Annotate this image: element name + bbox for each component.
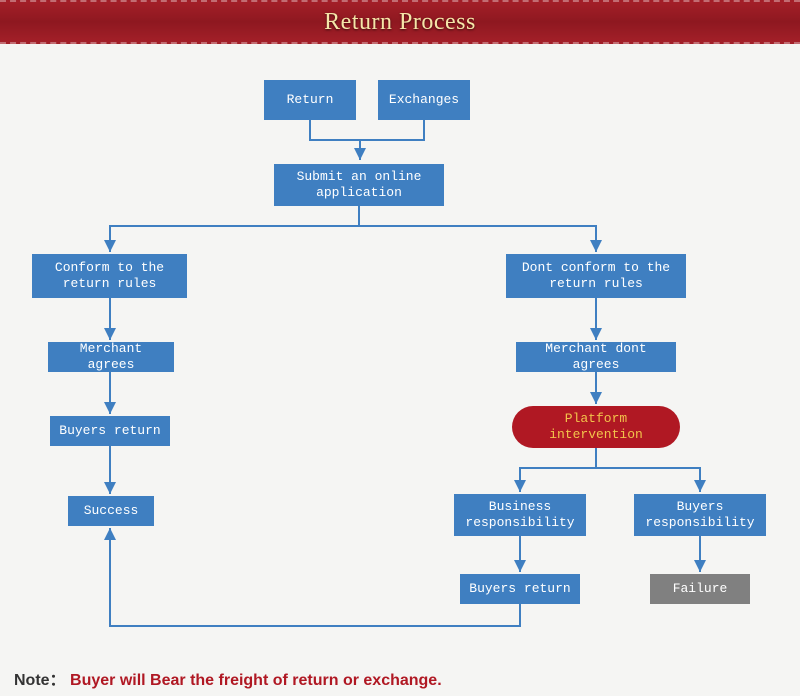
node-merch_not: Merchant dont agrees (516, 342, 676, 372)
node-platform: Platform intervention (512, 406, 680, 448)
edge-platform-buyer_resp (596, 468, 700, 492)
flowchart-canvas: Return Exchanges Submit an online applicat… (0, 44, 800, 664)
page-title: Return Process (324, 9, 476, 36)
node-buyer_resp: Buyers responsibility (634, 494, 766, 536)
node-buyers_return1: Buyers return (50, 416, 170, 446)
node-exchanges: Exchanges (378, 80, 470, 120)
node-buyers_return2: Buyers return (460, 574, 580, 604)
footnote-label: Note： (14, 672, 66, 689)
node-nonconform: Dont conform to the return rules (506, 254, 686, 298)
edge-platform-biz_resp (520, 448, 596, 492)
footnote-text: Buyer will Bear the freight of return or… (70, 672, 442, 689)
footnote: Note： Buyer will Bear the freight of ret… (14, 666, 442, 690)
node-return: Return (264, 80, 356, 120)
node-biz_resp: Business responsibility (454, 494, 586, 536)
title-banner: Return Process (0, 0, 800, 44)
node-conform: Conform to the return rules (32, 254, 187, 298)
node-merch_agree: Merchant agrees (48, 342, 174, 372)
node-submit: Submit an online application (274, 164, 444, 206)
edge-buyers_return2-success (110, 528, 520, 626)
edge-submit-conform (110, 206, 359, 252)
edge-return-submit (310, 120, 360, 160)
edge-exchanges-submit (360, 120, 424, 140)
edge-submit-nonconform (359, 226, 596, 252)
node-failure: Failure (650, 574, 750, 604)
node-success: Success (68, 496, 154, 526)
